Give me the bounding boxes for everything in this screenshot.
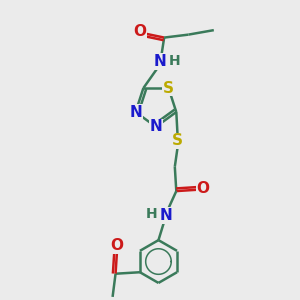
Text: O: O — [133, 24, 146, 39]
Text: H: H — [146, 207, 158, 221]
Text: N: N — [129, 104, 142, 119]
Text: H: H — [169, 54, 180, 68]
Text: O: O — [196, 181, 209, 196]
Text: N: N — [160, 208, 172, 223]
Text: N: N — [150, 119, 162, 134]
Text: S: S — [163, 81, 174, 96]
Text: S: S — [172, 134, 183, 148]
Text: O: O — [110, 238, 124, 253]
Text: N: N — [153, 54, 166, 69]
